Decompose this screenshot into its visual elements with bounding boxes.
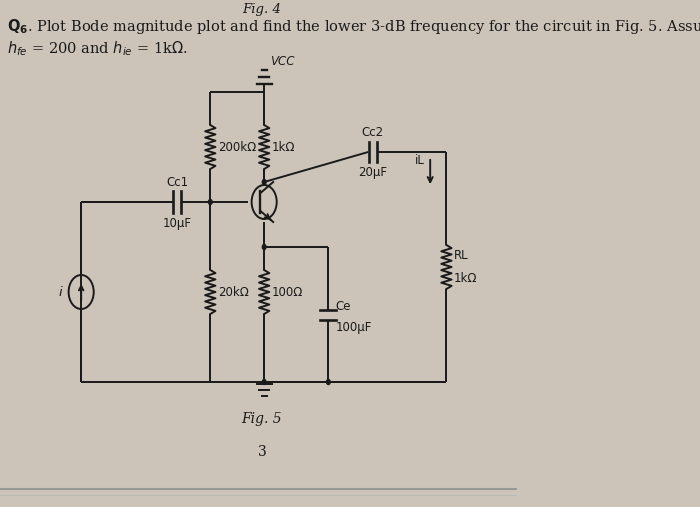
Text: 3: 3 bbox=[258, 445, 266, 459]
Text: Cc1: Cc1 bbox=[166, 176, 188, 189]
Text: Ce: Ce bbox=[336, 300, 351, 312]
Text: VCC: VCC bbox=[270, 55, 295, 68]
Text: 100Ω: 100Ω bbox=[272, 285, 303, 299]
Text: 10μF: 10μF bbox=[162, 217, 192, 230]
Text: i: i bbox=[58, 285, 62, 299]
Circle shape bbox=[262, 244, 266, 249]
Circle shape bbox=[326, 380, 330, 384]
Text: 100μF: 100μF bbox=[336, 320, 372, 334]
Text: Fig. 5: Fig. 5 bbox=[241, 412, 282, 426]
Text: Fig. 4: Fig. 4 bbox=[242, 3, 281, 16]
Circle shape bbox=[262, 179, 266, 185]
Text: 1kΩ: 1kΩ bbox=[454, 272, 477, 285]
Text: 1kΩ: 1kΩ bbox=[272, 140, 295, 154]
Circle shape bbox=[209, 199, 212, 204]
Text: 20μF: 20μF bbox=[358, 166, 387, 179]
Text: RL: RL bbox=[454, 249, 468, 262]
Text: 200kΩ: 200kΩ bbox=[218, 140, 256, 154]
Circle shape bbox=[262, 380, 266, 384]
Text: $\mathbf{Q_6}$. Plot Bode magnitude plot and find the lower 3-dB frequency for t: $\mathbf{Q_6}$. Plot Bode magnitude plot… bbox=[8, 17, 700, 36]
Text: Cc2: Cc2 bbox=[362, 126, 384, 139]
Text: 20kΩ: 20kΩ bbox=[218, 285, 248, 299]
Text: $h_{fe}$ = 200 and $h_{ie}$ = 1k$\Omega$.: $h_{fe}$ = 200 and $h_{ie}$ = 1k$\Omega$… bbox=[8, 39, 188, 58]
Text: iL: iL bbox=[415, 154, 425, 167]
